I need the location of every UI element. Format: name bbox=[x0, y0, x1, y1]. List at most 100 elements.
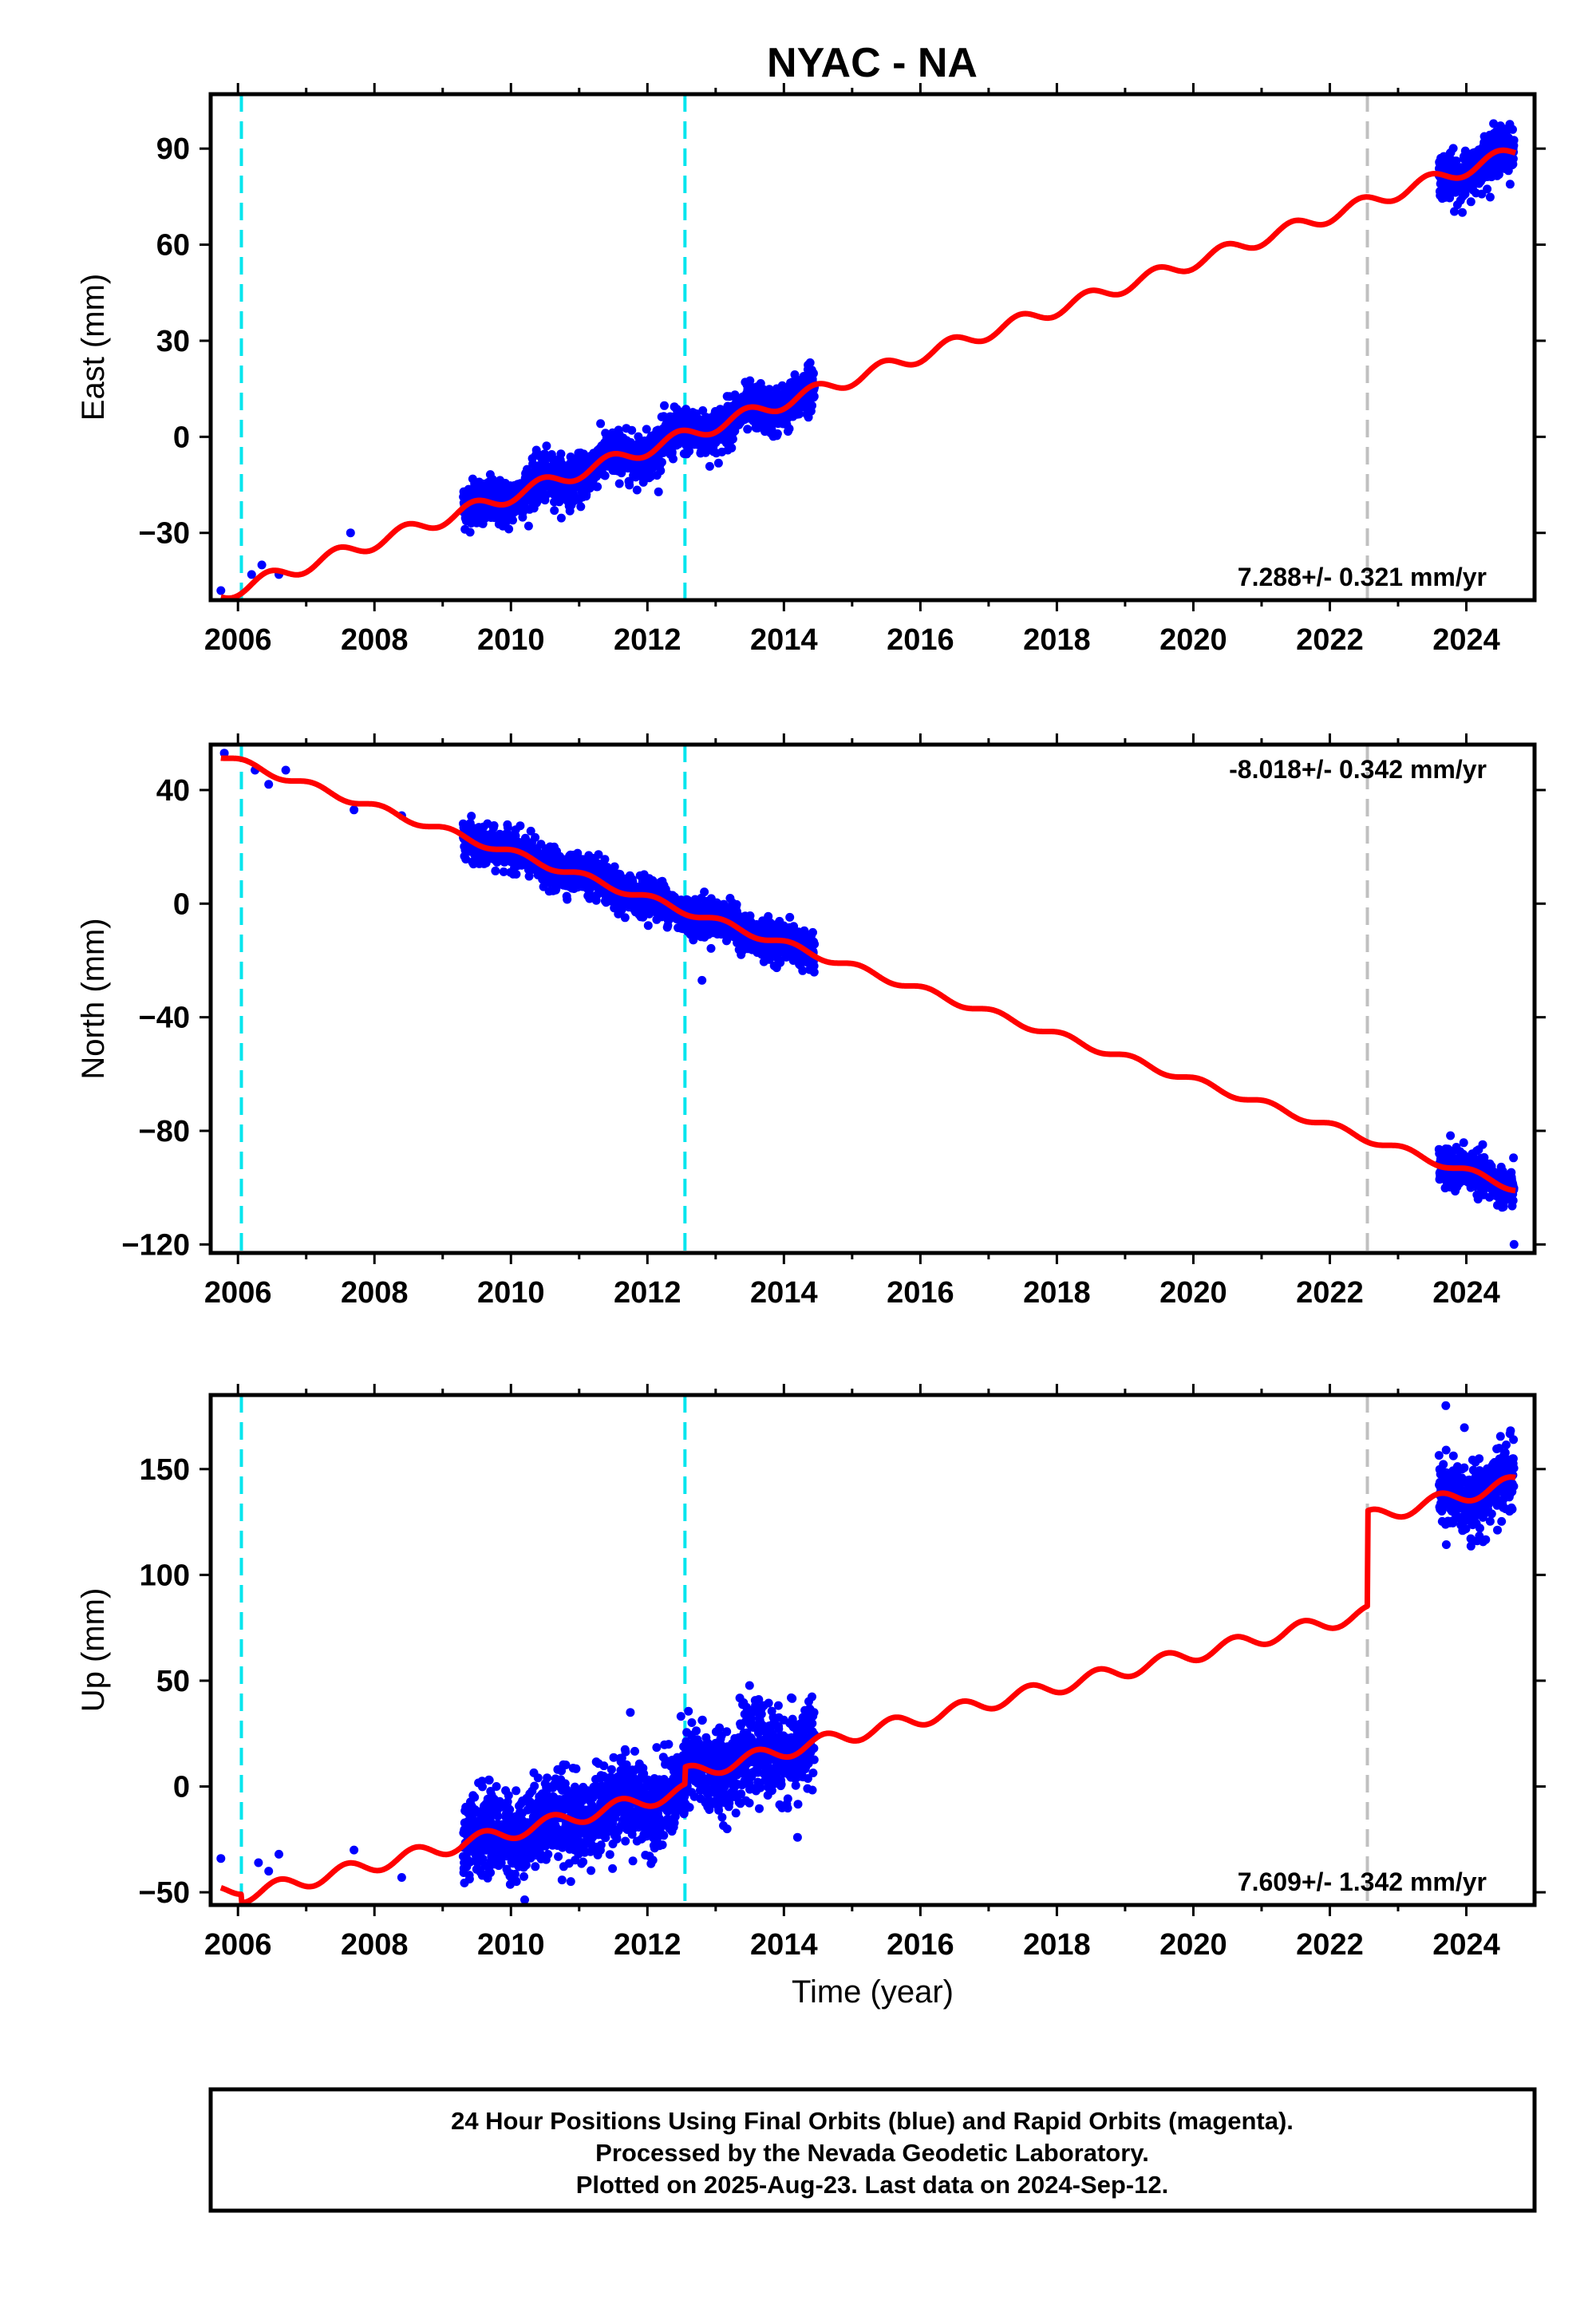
data-point bbox=[531, 832, 540, 842]
data-point bbox=[1446, 1131, 1456, 1140]
data-point bbox=[484, 1776, 494, 1785]
data-point bbox=[1450, 207, 1459, 216]
data-point bbox=[596, 419, 606, 429]
x-tick-label: 2018 bbox=[1023, 1276, 1091, 1310]
data-point bbox=[350, 805, 359, 815]
x-tick-label: 2016 bbox=[887, 1276, 954, 1310]
x-tick-label: 2020 bbox=[1159, 623, 1227, 657]
x-tick-label: 2010 bbox=[477, 623, 545, 657]
data-point bbox=[516, 821, 525, 831]
data-point bbox=[1494, 170, 1503, 180]
data-point bbox=[600, 855, 610, 864]
data-point bbox=[563, 895, 572, 904]
data-point bbox=[632, 485, 642, 495]
data-point bbox=[346, 528, 355, 538]
data-point bbox=[810, 939, 820, 949]
x-tick-label: 2006 bbox=[204, 1276, 272, 1310]
x-tick-label: 2024 bbox=[1432, 623, 1500, 657]
data-point bbox=[493, 1812, 503, 1821]
up-observations bbox=[216, 1401, 1519, 1904]
data-point bbox=[523, 521, 533, 531]
data-point bbox=[461, 855, 471, 864]
data-point bbox=[772, 429, 782, 438]
data-point bbox=[660, 401, 669, 410]
data-point bbox=[700, 887, 709, 897]
data-point bbox=[1505, 180, 1515, 189]
data-point bbox=[542, 441, 551, 451]
y-tick-label: 30 bbox=[156, 325, 190, 358]
data-point bbox=[705, 461, 714, 471]
data-point bbox=[685, 446, 694, 456]
data-point bbox=[667, 448, 677, 457]
x-tick-label: 2012 bbox=[614, 623, 681, 657]
data-point bbox=[556, 513, 566, 523]
data-point bbox=[1458, 207, 1467, 217]
data-point bbox=[1483, 184, 1492, 194]
x-tick-label: 2016 bbox=[887, 623, 954, 657]
data-point bbox=[505, 1804, 515, 1814]
y-tick-label: 0 bbox=[173, 887, 190, 921]
east-y-axis-label: East (mm) bbox=[76, 274, 111, 421]
data-point bbox=[808, 401, 816, 410]
y-tick-label: 90 bbox=[156, 132, 190, 166]
data-point bbox=[492, 1782, 501, 1791]
data-point bbox=[526, 826, 535, 836]
data-point bbox=[1489, 119, 1499, 128]
data-point bbox=[600, 471, 610, 480]
data-point bbox=[247, 570, 256, 579]
data-point bbox=[1448, 144, 1458, 153]
east-panel: 2006 2008 2010 2012 2014 2016 2018 2020 2022 2024… bbox=[76, 83, 1546, 657]
data-point bbox=[281, 765, 290, 775]
up-panel: 2006 2008 2010 2012 2014 2016 2018 2020 2022 2024… bbox=[76, 1384, 1546, 2010]
data-point bbox=[508, 516, 517, 525]
data-point bbox=[524, 871, 534, 881]
east-rate-label: 7.288+/- 0.321 mm/yr bbox=[1238, 563, 1487, 591]
data-point bbox=[465, 528, 475, 537]
x-tick-label: 2014 bbox=[750, 623, 818, 657]
data-point bbox=[625, 480, 634, 490]
x-tick-label: 2020 bbox=[1159, 1276, 1227, 1310]
data-point bbox=[1460, 189, 1470, 199]
x-tick-label: 2010 bbox=[477, 1276, 545, 1310]
data-point bbox=[1509, 136, 1519, 145]
north-plot-area bbox=[219, 745, 1519, 1253]
data-point bbox=[1485, 192, 1495, 202]
data-point bbox=[257, 560, 267, 570]
y-tick-label: −120 bbox=[121, 1228, 190, 1262]
x-tick-label: 2006 bbox=[204, 623, 272, 657]
x-tick-label: 2022 bbox=[1296, 623, 1364, 657]
x-tick-label: 2018 bbox=[1023, 623, 1091, 657]
data-point bbox=[728, 434, 737, 444]
up-plot-area bbox=[216, 1395, 1519, 1905]
data-point bbox=[727, 443, 737, 453]
data-point bbox=[586, 891, 595, 900]
data-point bbox=[1509, 1153, 1519, 1163]
data-point bbox=[617, 468, 626, 478]
east-plot-area bbox=[216, 94, 1519, 600]
data-point bbox=[503, 823, 512, 832]
data-point bbox=[614, 479, 624, 488]
y-tick-label: −40 bbox=[139, 1002, 190, 1035]
data-point bbox=[464, 1875, 474, 1883]
data-point bbox=[642, 425, 651, 434]
data-point bbox=[743, 425, 753, 434]
data-point bbox=[809, 967, 819, 977]
data-point bbox=[1508, 154, 1518, 164]
data-point bbox=[784, 424, 794, 433]
data-point bbox=[809, 392, 819, 401]
east-model-line bbox=[219, 147, 1518, 600]
x-tick-label: 2024 bbox=[1432, 1276, 1500, 1310]
data-point bbox=[594, 850, 603, 860]
data-point bbox=[491, 866, 500, 875]
y-tick-label: −30 bbox=[139, 517, 190, 551]
data-point bbox=[556, 449, 566, 459]
data-point bbox=[610, 862, 619, 871]
data-point bbox=[643, 921, 653, 931]
data-point bbox=[798, 966, 808, 975]
data-point bbox=[732, 899, 741, 909]
data-point bbox=[470, 1792, 480, 1802]
y-tick-label: 60 bbox=[156, 229, 190, 263]
north-panel: 2006 2008 2010 2012 2014 2016 2018 2020 2022 2024… bbox=[76, 733, 1546, 1310]
data-point bbox=[499, 867, 508, 876]
data-point bbox=[512, 869, 521, 879]
